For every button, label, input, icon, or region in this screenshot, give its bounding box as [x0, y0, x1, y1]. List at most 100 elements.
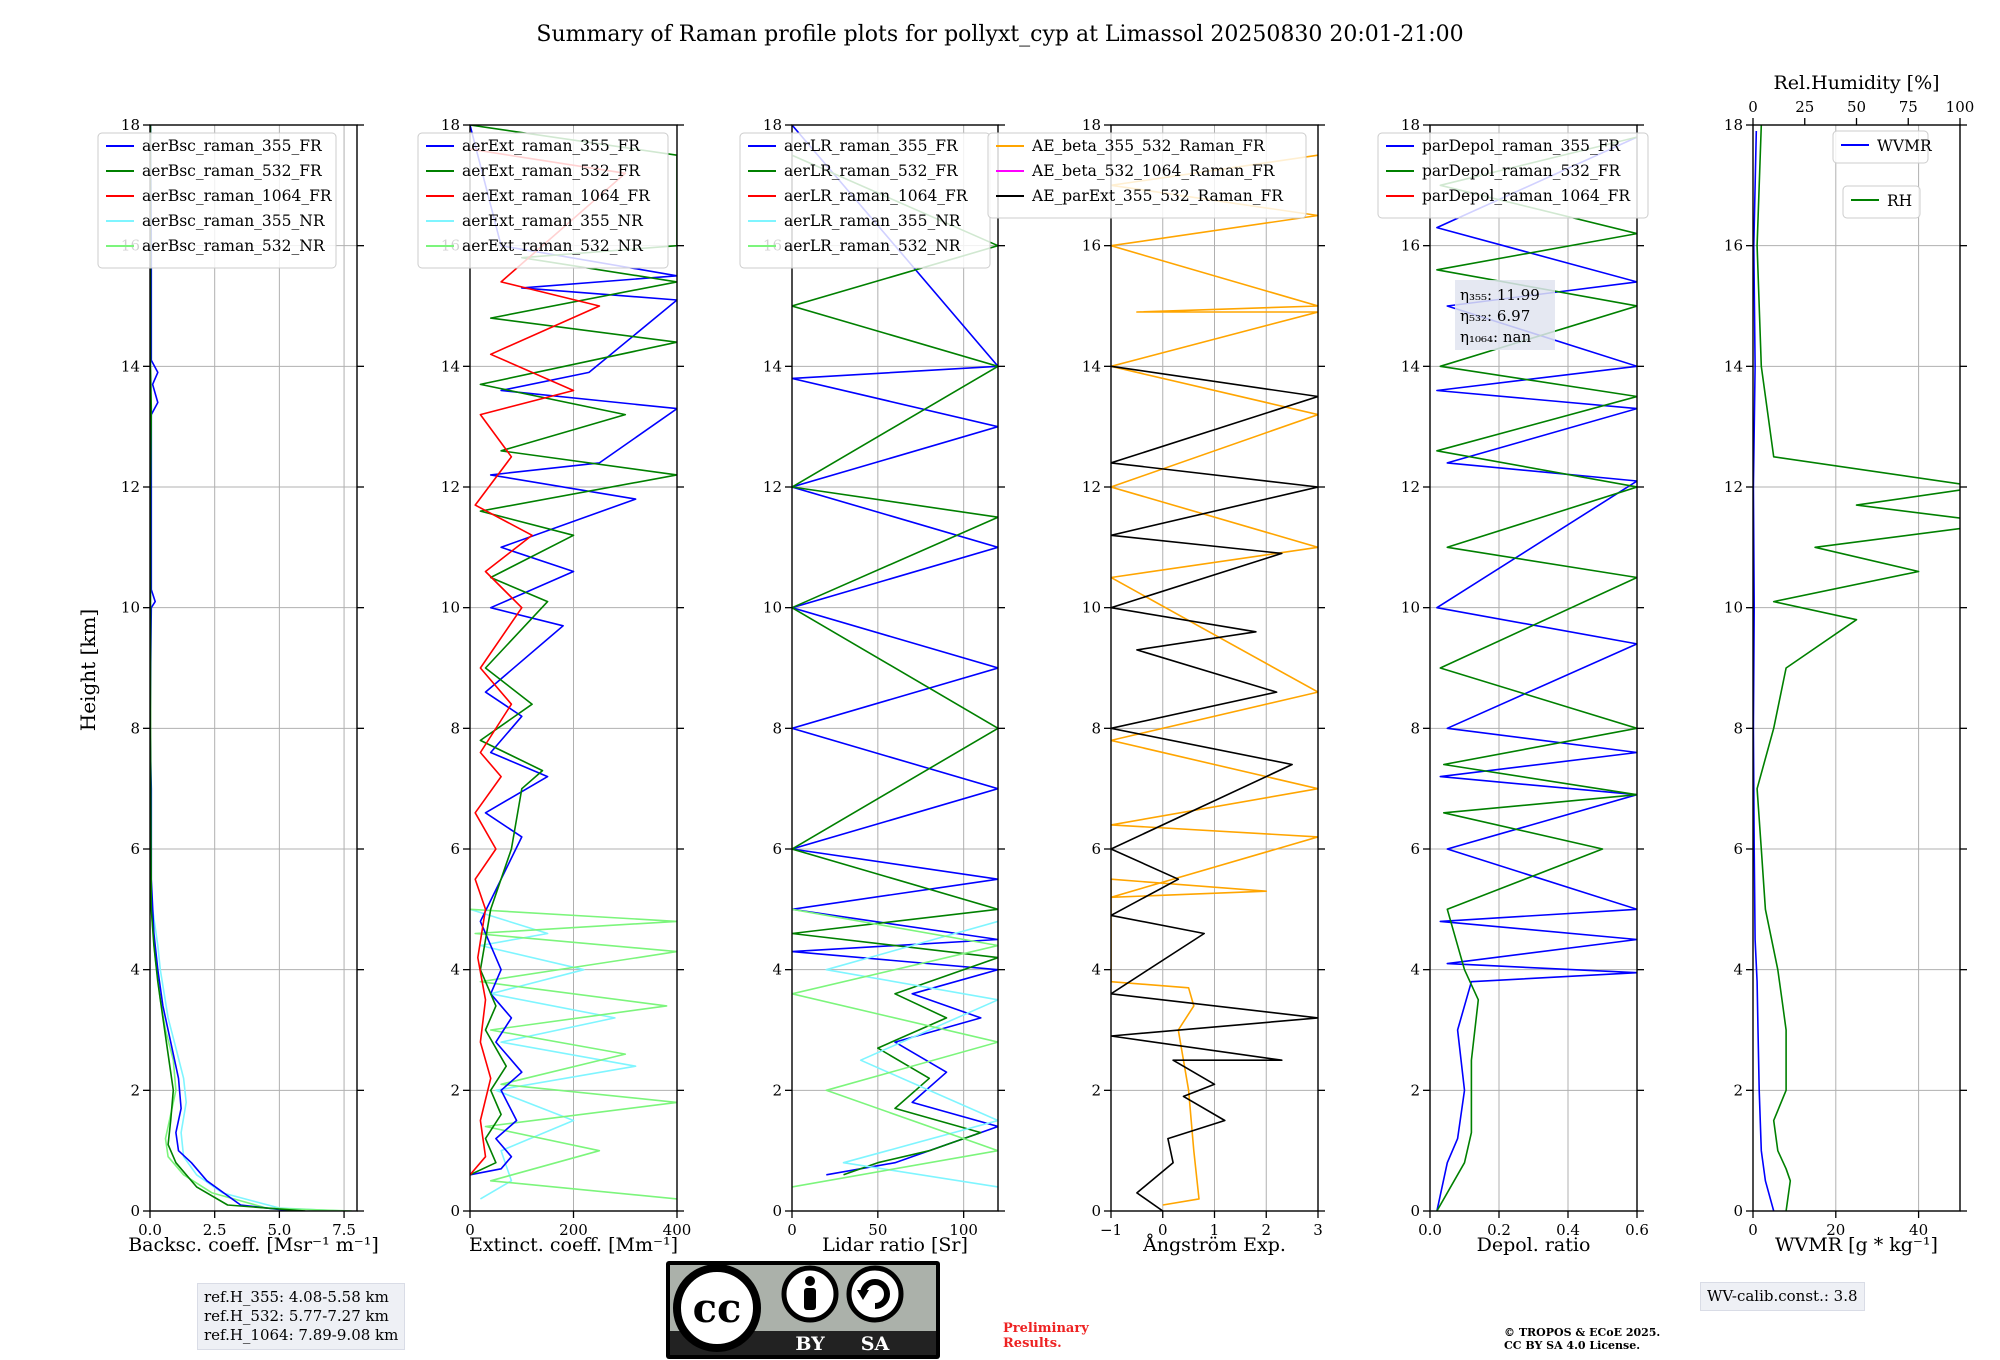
preliminary-note: Preliminary Results. — [1003, 1321, 1089, 1351]
y-tick-label: 14 — [441, 357, 460, 375]
x-tick-label: 0.6 — [1625, 1221, 1649, 1239]
y-tick-label: 14 — [1724, 357, 1743, 375]
y-tick-label: 10 — [1401, 599, 1420, 617]
reference-heights-box: ref.H_355: 4.08-5.58 km ref.H_532: 5.77-… — [197, 1283, 406, 1350]
series-line-aerext-raman-532-nr — [470, 908, 677, 1200]
legend-entry: aerBsc_raman_355_FR — [142, 137, 323, 155]
y-tick-label: 2 — [130, 1081, 140, 1099]
x-axis-label-ae: Ångström Exp. — [1143, 1234, 1286, 1256]
ref-height-1064: ref.H_1064: 7.89-9.08 km — [204, 1326, 399, 1344]
legend-entry: aerLR_raman_532_FR — [784, 162, 959, 180]
panel-frame-wv — [1752, 124, 1961, 1212]
series-line-aerlr-raman-355-nr — [825, 920, 998, 1188]
legend-box-ext — [417, 132, 669, 269]
y-tick-label: 0 — [130, 1202, 140, 1220]
y-tick-label: 8 — [130, 719, 140, 737]
cc-logo-text: cc — [693, 1285, 742, 1332]
x-tick-label: 0 — [1748, 1221, 1758, 1239]
y-tick-label: 6 — [1410, 840, 1420, 858]
legend-box-depol — [1377, 132, 1649, 219]
y-tick-label: 6 — [1091, 840, 1101, 858]
legend-entry: aerLR_raman_1064_FR — [784, 187, 969, 205]
legend-entry: RH — [1887, 192, 1912, 210]
series-line-pardepol-raman-355-fr — [1436, 136, 1637, 1211]
series-line-ae-beta-355-532-raman-fr — [1111, 154, 1318, 1206]
eta-annotation-line: η₃₅₅: 11.99 — [1460, 286, 1540, 304]
preliminary-line-2: Results. — [1003, 1336, 1062, 1351]
y-tick-label: 2 — [1733, 1081, 1743, 1099]
eta-annotation-line: η₅₃₂: 6.97 — [1460, 307, 1530, 325]
legend-entry: aerExt_raman_355_FR — [462, 137, 641, 155]
x-tick-label: 0 — [465, 1221, 475, 1239]
legend-entry: aerExt_raman_532_FR — [462, 162, 641, 180]
y-tick-label: 6 — [1733, 840, 1743, 858]
legend-box-wv — [1842, 185, 1921, 219]
top-x-tick-label: 100 — [1946, 98, 1975, 116]
x-axis-label-ext: Extinct. coeff. [Mm⁻¹] — [468, 1234, 679, 1256]
ref-height-532: ref.H_532: 5.77-7.27 km — [204, 1307, 389, 1325]
legend-entry: WVMR — [1877, 137, 1933, 155]
person-icon-head — [805, 1276, 815, 1286]
legend-entry: AE_beta_532_1064_Raman_FR — [1031, 162, 1276, 180]
top-x-tick-label: 50 — [1847, 98, 1866, 116]
y-tick-label: 6 — [130, 840, 140, 858]
y-tick-label: 10 — [1082, 599, 1101, 617]
y-tick-label: 8 — [450, 719, 460, 737]
series-line-aerext-raman-1064-fr — [470, 148, 627, 1176]
legend-entry: parDepol_raman_1064_FR — [1422, 187, 1631, 205]
y-tick-label: 0 — [772, 1202, 782, 1220]
series-line-ae-parext-355-532-raman-fr — [1111, 365, 1318, 1211]
y-tick-label: 16 — [1724, 237, 1743, 255]
y-tick-label: 14 — [121, 357, 140, 375]
series-line-aerext-raman-355-nr — [470, 908, 637, 1200]
legend-entry: aerBsc_raman_355_NR — [142, 212, 326, 230]
y-tick-label: 14 — [763, 357, 782, 375]
y-tick-label: 8 — [1410, 719, 1420, 737]
legend-entry: AE_parExt_355_532_Raman_FR — [1031, 187, 1284, 205]
y-tick-label: 4 — [1091, 961, 1101, 979]
x-tick-label: 0.4 — [1556, 1221, 1580, 1239]
legend-entry: parDepol_raman_532_FR — [1422, 162, 1622, 180]
wv-calib-text: WV-calib.const.: 3.8 — [1707, 1287, 1858, 1305]
y-tick-label: 2 — [1091, 1081, 1101, 1099]
x-tick-label: 1 — [1210, 1221, 1220, 1239]
y-tick-label: 16 — [1401, 237, 1420, 255]
x-tick-label: −1 — [1100, 1221, 1122, 1239]
legend-box-bsc — [97, 132, 337, 269]
x-axis-label-lr: Lidar ratio [Sr] — [822, 1234, 968, 1256]
y-tick-label: 18 — [1724, 116, 1743, 134]
series-line-aerlr-raman-532-fr — [792, 154, 998, 1176]
series-line-wvmr — [1753, 130, 1775, 1211]
y-tick-label: 4 — [450, 961, 460, 979]
series-line-aerbsc-raman-355-fr — [150, 125, 293, 1211]
y-tick-label: 12 — [441, 478, 460, 496]
series-line-aerbsc-raman-532-fr — [150, 125, 306, 1211]
legend-entry: aerBsc_raman_532_NR — [142, 237, 326, 255]
x-tick-label: 200 — [559, 1221, 588, 1239]
eta-annotation-box — [1455, 280, 1555, 350]
x-axis-label-bsc: Backsc. coeff. [Msr⁻¹ m⁻¹] — [128, 1234, 379, 1256]
series-line-aerbsc-raman-355-nr — [151, 909, 345, 1211]
x-tick-label: 2 — [1261, 1221, 1271, 1239]
x-tick-label: 40 — [1909, 1221, 1928, 1239]
series-line-aerlr-raman-355-fr — [792, 125, 998, 1176]
share-alike-arc — [860, 1279, 890, 1309]
panel-wv: 0 2 4 6 8 10 12 14 16 18 0 20 40 0 25 50 75 100 WVMR RH — [1724, 98, 1975, 1239]
share-alike-arrow — [857, 1290, 869, 1300]
y-tick-label: 2 — [450, 1081, 460, 1099]
y-tick-label: 6 — [772, 840, 782, 858]
series-group-ae — [1111, 154, 1318, 1211]
panel-bsc: 0246810121416180.02.55.07.5aerBsc_raman_… — [97, 116, 364, 1239]
cc-logo-icon — [673, 1264, 761, 1352]
x-tick-label: 2.5 — [203, 1221, 227, 1239]
x-tick-label: 3 — [1313, 1221, 1323, 1239]
y-tick-label: 2 — [772, 1081, 782, 1099]
y-tick-label: 18 — [763, 116, 782, 134]
panel-depol: 0 2 4 6 8 10 12 14 16 18 0.0 0.2 0.4 0.6 parDepol_rama… — [1377, 116, 1649, 1239]
y-tick-label: 12 — [763, 478, 782, 496]
y-tick-label: 12 — [1082, 478, 1101, 496]
x-tick-label: 50 — [868, 1221, 887, 1239]
share-alike-icon — [846, 1265, 904, 1323]
